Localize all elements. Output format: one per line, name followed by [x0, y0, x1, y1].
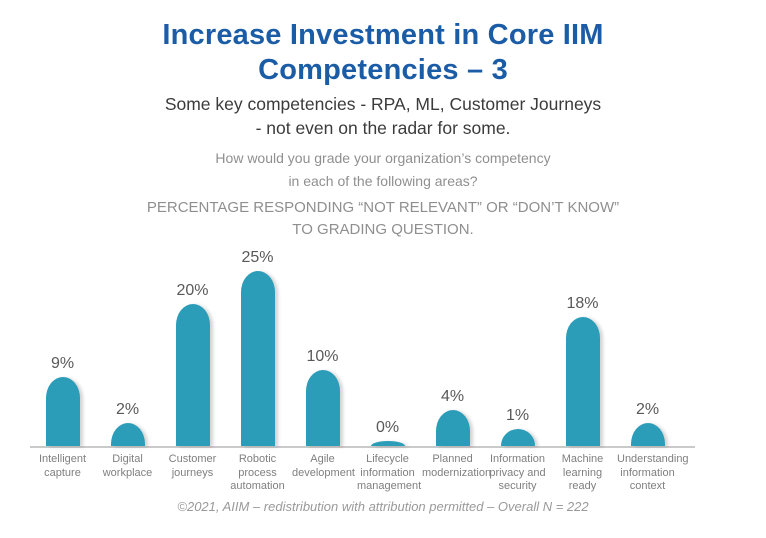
- bar-column: 0%: [355, 419, 420, 446]
- bar-value-label: 20%: [176, 282, 209, 299]
- bar-value-label: 2%: [635, 400, 660, 418]
- subtitle-line1: Some key competencies - RPA, ML, Custome…: [164, 94, 602, 114]
- category-label: Understanding information context: [617, 453, 689, 492]
- bar-value-label: 0%: [375, 419, 400, 436]
- bar-column: 4%: [420, 388, 485, 446]
- bar-column: 10%: [290, 348, 355, 446]
- bar: [500, 429, 535, 446]
- category-label: Information privacy and security: [489, 453, 546, 492]
- x-axis-line: [30, 446, 695, 448]
- bar: [110, 422, 145, 446]
- bar: [240, 271, 275, 446]
- plot-area: 9% 2% 20% 25% 10% 0% 4% 1% 18% 2%: [30, 246, 680, 446]
- bar-column: 20%: [160, 282, 225, 446]
- bar-value-label: 1%: [505, 407, 530, 425]
- bar: [305, 370, 340, 446]
- bar: [175, 304, 210, 446]
- page-title-line2: Competencies – 3: [258, 54, 508, 86]
- bar-chart: 9% 2% 20% 25% 10% 0% 4% 1% 18% 2% Intelligent cap…: [30, 246, 695, 494]
- survey-question-line2: in each of the following areas?: [288, 173, 478, 189]
- category-row: Intelligent capture Digital workplace Cust…: [30, 448, 689, 494]
- bar-value-label: 18%: [566, 295, 599, 313]
- survey-question-line1: How would you grade your organization’s …: [215, 150, 551, 166]
- page-title: Increase Investment in Core IIM Competen…: [0, 18, 766, 88]
- subtitle: Some key competencies - RPA, ML, Custome…: [0, 92, 766, 140]
- bar: [370, 441, 405, 446]
- bar-column: 9%: [30, 355, 95, 446]
- bar-value-label: 4%: [440, 387, 465, 405]
- bar-column: 18%: [550, 295, 615, 446]
- bar-column: 25%: [225, 249, 290, 446]
- bar-value-label: 10%: [306, 348, 339, 365]
- bar-value-label: 9%: [50, 354, 75, 372]
- bar-value-label: 2%: [115, 400, 140, 418]
- chart-measure-heading: PERCENTAGE RESPONDING “NOT RELEVANT” OR …: [0, 197, 766, 241]
- category-label: Agile development: [292, 453, 355, 479]
- bar: [565, 317, 600, 446]
- category-label: Lifecycle information management: [357, 453, 422, 492]
- bar: [45, 376, 80, 446]
- bar: [435, 409, 470, 446]
- category-label: Digital workplace: [102, 453, 153, 479]
- category-label: Robotic process automation: [230, 453, 285, 492]
- category-label: Planned modernization: [422, 453, 492, 479]
- page-title-line1: Increase Investment in Core IIM: [162, 19, 604, 51]
- bar-column: 1%: [485, 407, 550, 446]
- bar: [630, 422, 665, 446]
- chart-measure-line1: PERCENTAGE RESPONDING “NOT RELEVANT” OR …: [146, 199, 620, 216]
- bar-value-label: 25%: [241, 249, 274, 266]
- category-label: Customer journeys: [168, 453, 217, 479]
- bar-column: 2%: [95, 401, 160, 446]
- survey-question: How would you grade your organization’s …: [0, 147, 766, 193]
- category-label: Intelligent capture: [38, 453, 87, 479]
- subtitle-line2: - not even on the radar for some.: [255, 118, 511, 138]
- category-label: Machine learning ready: [561, 453, 604, 492]
- bar-column: 2%: [615, 401, 680, 446]
- chart-measure-line2: TO GRADING QUESTION.: [292, 221, 474, 238]
- footer-note: ©2021, AIIM – redistribution with attrib…: [177, 499, 589, 514]
